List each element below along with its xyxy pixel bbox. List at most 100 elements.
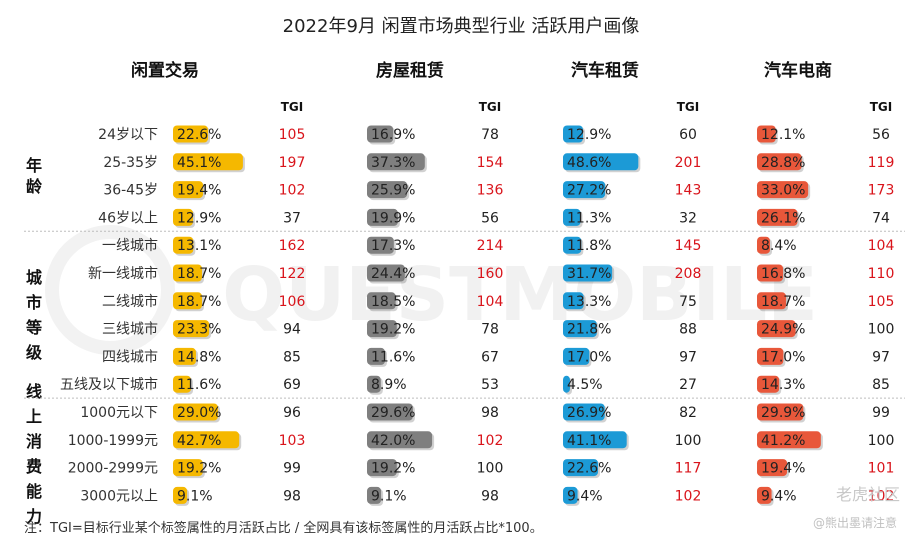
row-label: 二线城市: [102, 293, 158, 310]
bar: [757, 153, 802, 171]
tgi-value: 99: [872, 405, 890, 421]
percent-label: 45.1%: [177, 155, 221, 171]
bar: [757, 347, 784, 365]
percent-label: 11.6%: [371, 349, 415, 365]
percent-label: 16.8%: [761, 266, 805, 282]
bar: [367, 208, 398, 226]
percent-label: 21.8%: [567, 322, 611, 338]
bar: [563, 403, 605, 421]
bar: [173, 375, 191, 393]
group-label-char: 龄: [26, 177, 43, 196]
percent-label: 16.9%: [371, 127, 415, 143]
percent-label: 17.0%: [761, 349, 805, 365]
percent-label: 25.9%: [371, 183, 415, 199]
tgi-header: TGI: [677, 100, 700, 114]
tgi-value: 100: [868, 433, 895, 449]
row-label: 3000元以上: [80, 488, 158, 504]
bar-marks: [173, 125, 823, 506]
percent-label: 19.2%: [371, 461, 415, 477]
industry-header: 汽车租赁: [571, 60, 639, 81]
group-dividers: [24, 230, 905, 399]
tgi-value: 78: [481, 322, 499, 338]
bar: [757, 320, 796, 338]
bar: [173, 347, 196, 365]
percent-label: 19.2%: [177, 461, 221, 477]
tgi-value: 102: [477, 433, 504, 449]
bar: [173, 153, 243, 171]
tgi-value: 102: [868, 488, 895, 504]
tgi-value: 122: [279, 266, 306, 282]
percent-label: 29.0%: [177, 405, 221, 421]
industry-header: 汽车电商: [764, 60, 832, 81]
percent-label: 22.6%: [177, 127, 221, 143]
tgi-value: 56: [872, 127, 890, 143]
percent-label: 13.1%: [177, 238, 221, 254]
tgi-value: 197: [279, 155, 306, 171]
group-label-char: 级: [26, 343, 43, 362]
tgi-value: 100: [477, 461, 504, 477]
percent-label: 29.6%: [371, 405, 415, 421]
bar: [173, 486, 188, 504]
tgi-value: 60: [679, 127, 697, 143]
group-label-char: 消: [26, 432, 42, 451]
percent-label: 19.9%: [371, 210, 415, 226]
tgi-value: 74: [872, 210, 890, 226]
tgi-header: TGI: [479, 100, 502, 114]
bar: [173, 320, 210, 338]
group-label-char: 上: [26, 407, 42, 426]
percent-label: 29.9%: [761, 405, 805, 421]
bar: [367, 292, 396, 310]
tgi-value: 143: [675, 183, 702, 199]
tgi-value: 98: [481, 405, 499, 421]
percent-label: 23.3%: [177, 322, 221, 338]
tgi-value: 110: [868, 266, 895, 282]
tgi-value: 85: [872, 377, 890, 393]
tgi-value: 160: [477, 266, 504, 282]
percent-label: 41.1%: [567, 433, 611, 449]
percent-label: 18.5%: [371, 294, 415, 310]
percent-label: 9.1%: [371, 488, 407, 504]
tgi-value: 105: [868, 294, 895, 310]
bar: [563, 459, 599, 477]
tgi-value: 105: [279, 127, 306, 143]
percent-label: 26.1%: [761, 210, 805, 226]
row-label: 新一线城市: [88, 265, 158, 282]
percent-label: 14.3%: [761, 377, 805, 393]
tgi-value: 67: [481, 349, 499, 365]
tgi-value: 97: [679, 349, 697, 365]
bar: [563, 486, 578, 504]
row-label: 1000-1999元: [68, 433, 158, 449]
bar: [757, 125, 776, 143]
bar: [563, 153, 639, 171]
tgi-value: 53: [481, 377, 499, 393]
tgi-value: 69: [283, 377, 301, 393]
bar: [367, 264, 405, 282]
bar: [173, 431, 240, 449]
percent-label: 11.3%: [567, 210, 611, 226]
tgi-value: 104: [477, 294, 504, 310]
percent-label: 4.5%: [567, 377, 603, 393]
percent-label: 12.9%: [567, 127, 611, 143]
group-label-char: 年: [26, 156, 42, 175]
tgi-value: 88: [679, 322, 697, 338]
bar: [563, 431, 627, 449]
percent-label: 14.8%: [177, 349, 221, 365]
tgi-value: 32: [679, 210, 697, 226]
bar: [563, 236, 582, 254]
percent-label: 9.4%: [761, 488, 797, 504]
percent-label: 8.4%: [761, 238, 797, 254]
percent-label: 27.2%: [567, 183, 611, 199]
tgi-value: 98: [283, 488, 301, 504]
tgi-value: 201: [675, 155, 702, 171]
tgi-value: 106: [279, 294, 306, 310]
tgi-value: 85: [283, 349, 301, 365]
bar: [563, 264, 613, 282]
bar: [367, 347, 385, 365]
tgi-value: 102: [279, 183, 306, 199]
brand-watermark: 老虎社区: [836, 485, 900, 504]
percent-label: 9.4%: [567, 488, 603, 504]
tgi-value: 102: [675, 488, 702, 504]
percent-label: 13.3%: [567, 294, 611, 310]
bar: [367, 320, 397, 338]
